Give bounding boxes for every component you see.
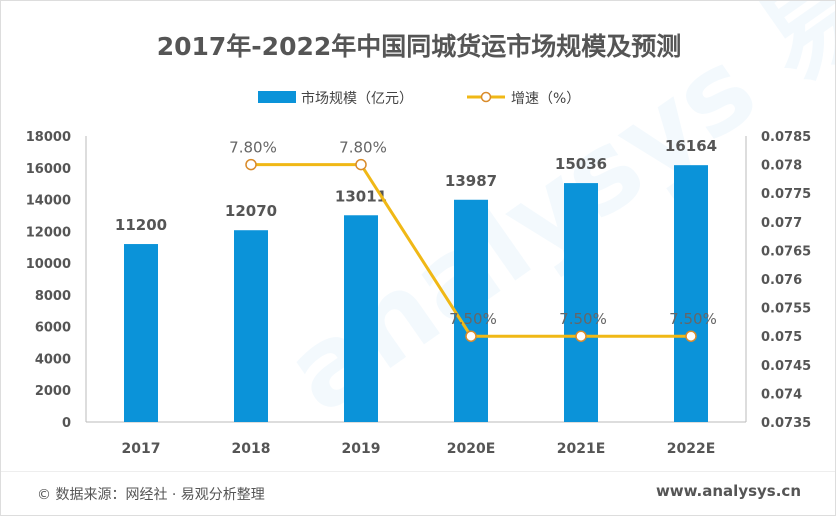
- bar-label: 15036: [555, 155, 607, 173]
- legend-bar-label: 市场规模（亿元）: [301, 90, 413, 107]
- legend-bar-swatch: [258, 91, 296, 103]
- y-left-tick: 14000: [26, 194, 71, 209]
- legend-line-marker: [480, 91, 492, 103]
- bar: [564, 183, 598, 422]
- y-right-tick: 0.075: [761, 330, 802, 345]
- bar: [674, 165, 708, 422]
- bar: [234, 230, 268, 422]
- y-right-tick: 0.077: [761, 216, 802, 231]
- bar: [454, 199, 488, 422]
- line-label: 7.80%: [229, 139, 277, 157]
- bar-label: 11200: [115, 216, 167, 234]
- x-tick: 2019: [342, 441, 381, 457]
- bar-label: 13011: [335, 187, 387, 205]
- y-left-tick: 16000: [26, 162, 71, 177]
- line-label: 7.50%: [559, 310, 607, 328]
- legend-line-label: 增速（%）: [511, 91, 580, 107]
- y-right-tick: 0.0745: [761, 359, 811, 374]
- y-right-tick: 0.0765: [761, 244, 811, 259]
- line-label: 7.50%: [669, 310, 717, 328]
- x-tick: 2021E: [557, 441, 606, 457]
- line-point: [575, 330, 587, 342]
- line-point: [685, 330, 697, 342]
- y-left-tick: 4000: [35, 352, 71, 367]
- y-right-tick: 0.0775: [761, 187, 811, 202]
- y-left-tick: 2000: [35, 384, 71, 399]
- y-right-tick: 0.0755: [761, 302, 811, 317]
- x-tick: 2022E: [667, 441, 716, 457]
- y-left-tick: 12000: [26, 225, 71, 240]
- footer-divider: [1, 471, 835, 472]
- y-left-tick: 8000: [35, 289, 71, 304]
- y-left-tick: 18000: [26, 130, 71, 145]
- y-right-tick: 0.0785: [761, 130, 811, 145]
- y-right-tick: 0.0735: [761, 416, 811, 431]
- bar-label: 13987: [445, 172, 497, 190]
- line-label: 7.80%: [339, 139, 387, 157]
- x-tick: 2020E: [447, 441, 496, 457]
- website: www.analysys.cn: [655, 482, 801, 500]
- bar-label: 12070: [225, 202, 277, 220]
- x-tick: 2018: [232, 441, 271, 457]
- bar: [124, 244, 158, 422]
- y-left-tick: 6000: [35, 321, 71, 336]
- line-point: [465, 330, 477, 342]
- line-point: [355, 158, 367, 171]
- y-left-tick: 10000: [26, 257, 71, 272]
- y-right-tick: 0.078: [761, 159, 802, 174]
- y-right-tick: 0.074: [761, 387, 802, 402]
- bar-label: 16164: [665, 137, 717, 155]
- bar: [344, 215, 378, 422]
- y-right-tick: 0.076: [761, 273, 802, 288]
- x-tick: 2017: [122, 441, 161, 457]
- chart-title: 2017年-2022年中国同城货运市场规模及预测: [156, 32, 682, 61]
- line-point: [245, 158, 257, 171]
- source-note: © 数据来源：网经社 · 易观分析整理: [37, 487, 265, 503]
- line-label: 7.50%: [449, 310, 497, 328]
- y-left-tick: 0: [62, 416, 71, 431]
- chart: analysys 易观分析市场规模（亿元）增速（%）02000400060008…: [26, 1, 835, 457]
